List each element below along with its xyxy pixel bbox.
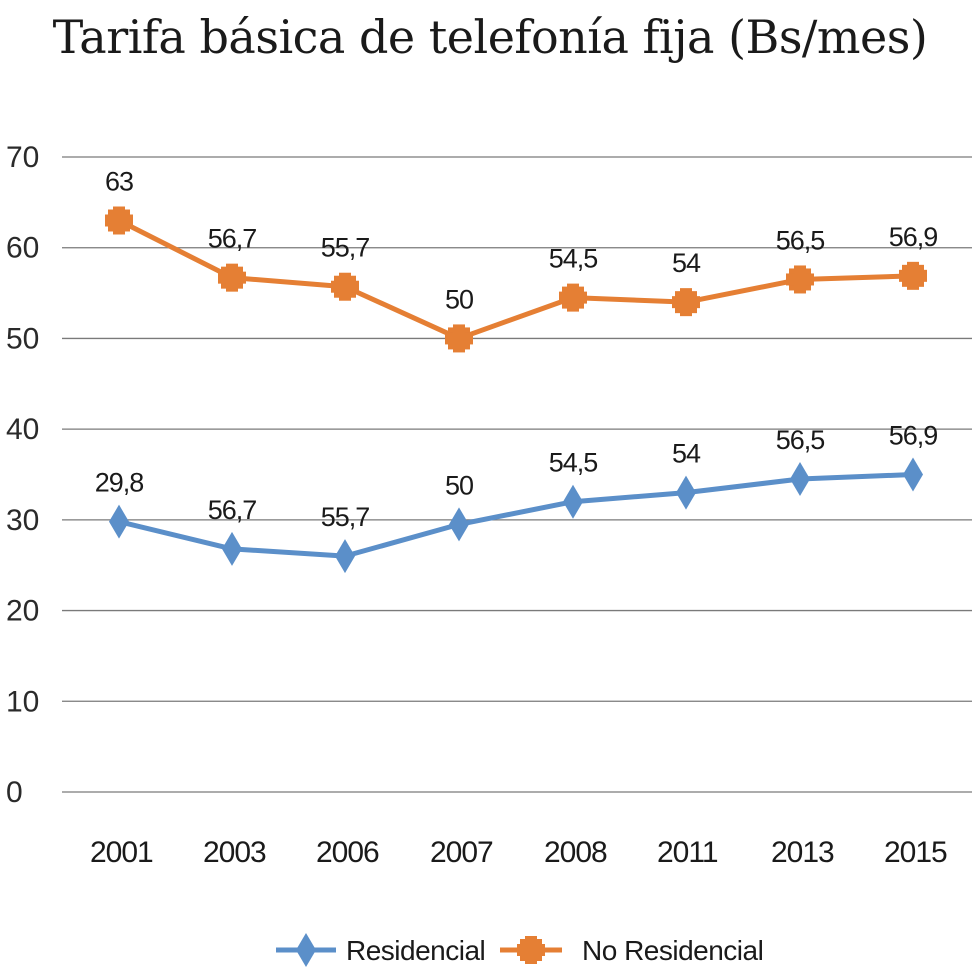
data-label: 63 — [105, 167, 133, 197]
x-tick-label: 2007 — [430, 836, 493, 869]
data-label: 55,7 — [321, 502, 370, 532]
series-layer — [105, 206, 927, 574]
legend: Residencial No Residencial — [276, 933, 764, 967]
residencial-point — [903, 457, 923, 492]
residencial-point — [676, 475, 696, 510]
x-axis: 2001 2003 2006 2007 2008 2011 2013 2015 — [90, 836, 948, 869]
residencial-point — [222, 531, 242, 566]
data-label: 54,5 — [549, 244, 598, 274]
legend-marker-no-residencial-arm-v — [525, 936, 537, 964]
legend-marker-residencial — [296, 933, 316, 967]
y-tick-label: 50 — [6, 322, 39, 355]
data-label: 50 — [445, 470, 473, 500]
data-label: 56,7 — [208, 495, 257, 525]
grid-lines — [62, 156, 972, 793]
data-labels: 29,8 56,7 55,7 50 54,5 54 56,5 56,9 63 56,7 55,7 50… — [95, 167, 939, 533]
y-tick-label: 40 — [6, 413, 39, 446]
data-label: 56,5 — [776, 225, 825, 255]
no-residencial-point-arm-v — [453, 324, 465, 353]
data-label: 50 — [445, 284, 473, 314]
data-label: 56,9 — [889, 222, 938, 252]
data-label: 56,5 — [776, 425, 825, 455]
series-line-no-residencial — [116, 218, 916, 341]
chart-title: Tarifa básica de telefonía fija (Bs/mes) — [52, 10, 928, 64]
residencial-point — [790, 462, 810, 497]
x-tick-label: 2003 — [203, 836, 266, 869]
data-label: 54 — [672, 439, 701, 469]
data-label: 29,8 — [95, 468, 144, 498]
no-residencial-point-arm-v — [339, 272, 351, 301]
x-tick-label: 2008 — [544, 836, 607, 869]
no-residencial-point-arm-v — [680, 288, 692, 317]
data-label: 55,7 — [321, 233, 370, 263]
residencial-point — [335, 539, 355, 574]
residencial-point — [449, 507, 469, 542]
no-residencial-point-arm-v — [794, 265, 806, 294]
series-line-residencial — [116, 472, 916, 559]
x-tick-label: 2001 — [90, 836, 153, 869]
legend-label: Residencial — [346, 935, 485, 966]
no-residencial-point-arm-v — [113, 206, 125, 235]
data-label: 56,9 — [889, 421, 938, 451]
no-residencial-point-arm-v — [907, 261, 919, 290]
no-residencial-point-arm-v — [226, 263, 238, 292]
data-label: 54 — [672, 248, 701, 278]
y-tick-label: 20 — [6, 595, 39, 628]
residencial-point — [563, 484, 583, 519]
y-tick-label: 0 — [6, 776, 23, 809]
x-tick-label: 2006 — [316, 836, 379, 869]
y-tick-label: 30 — [6, 504, 39, 537]
data-label: 56,7 — [208, 224, 257, 254]
legend-label: No Residencial — [582, 935, 763, 966]
y-axis: 0 10 20 30 40 50 60 70 — [6, 141, 39, 809]
x-tick-label: 2015 — [884, 836, 947, 869]
y-tick-label: 10 — [6, 685, 39, 718]
data-label: 54,5 — [549, 448, 598, 478]
y-tick-label: 70 — [6, 141, 39, 174]
residencial-point — [109, 504, 129, 539]
x-tick-label: 2013 — [771, 836, 834, 869]
no-residencial-point-arm-v — [567, 283, 579, 312]
y-tick-label: 60 — [6, 232, 39, 265]
x-tick-label: 2011 — [657, 836, 718, 869]
